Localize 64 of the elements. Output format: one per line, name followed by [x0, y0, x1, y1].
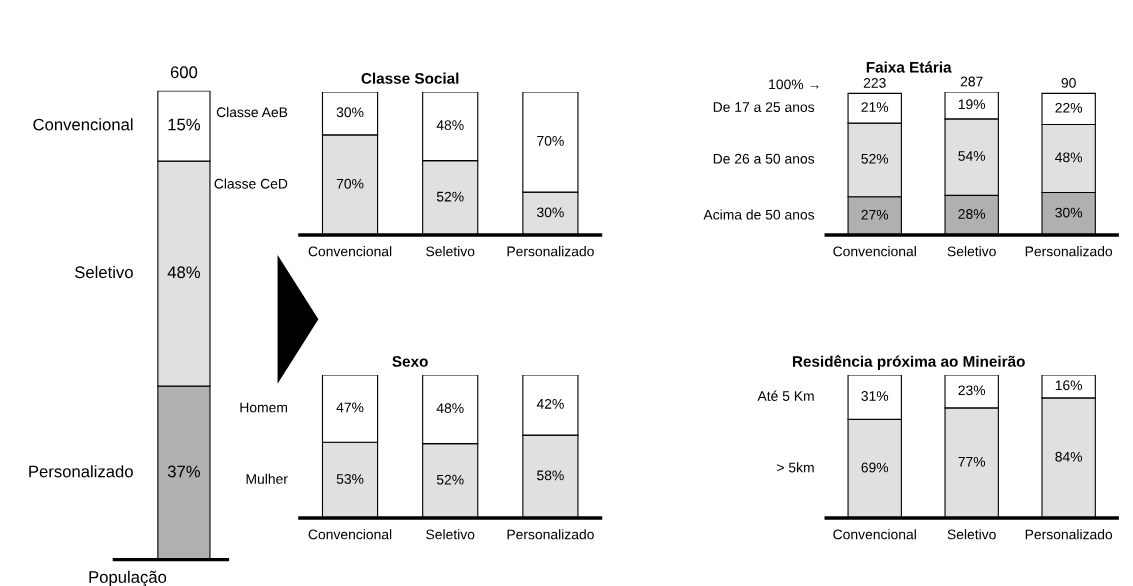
data-label: 58%: [537, 470, 564, 481]
data-label: 69%: [861, 462, 889, 473]
x-axis-title: População: [89, 570, 167, 586]
text: Acima de 50 anos: [703, 209, 815, 220]
text: Mulher: [246, 473, 288, 484]
data-label: 27%: [861, 209, 889, 220]
text: 223: [863, 77, 886, 88]
series-label: Convencional: [33, 118, 133, 131]
x-tick-label: Convencional: [308, 529, 392, 540]
data-label: 21%: [861, 102, 889, 112]
data-label: 48%: [436, 120, 464, 131]
text: Classe AeB: [216, 106, 288, 118]
text: De 17 a 25 anos: [713, 102, 815, 113]
x-tick-label: Convencional: [833, 529, 916, 540]
data-label: 53%: [336, 474, 364, 484]
text: Até 5 Km: [757, 390, 814, 401]
text: 90: [1061, 77, 1076, 88]
x-tick-label: Personalizado: [1025, 246, 1113, 257]
x-tick-label: Personalizado: [1025, 529, 1113, 540]
text: Homem: [240, 402, 288, 413]
x-tick-label: Seletivo: [426, 529, 475, 540]
data-label: 30%: [1055, 207, 1083, 218]
chart-title: Sexo: [392, 356, 428, 367]
data-label: 54%: [958, 151, 986, 161]
data-label: 15%: [168, 118, 201, 131]
data-label: 47%: [336, 402, 364, 413]
data-label: 84%: [1055, 451, 1083, 462]
data-label: 52%: [861, 153, 889, 164]
text: Classe CeD: [214, 178, 288, 189]
text: > 5km: [777, 462, 814, 473]
text: 287: [960, 76, 983, 87]
data-label: 48%: [436, 403, 464, 414]
x-tick-label: Personalizado: [507, 246, 594, 257]
data-label: 77%: [958, 456, 986, 467]
chart-title: Residência próxima ao Mineirão: [792, 355, 1025, 370]
data-label: 16%: [1055, 380, 1083, 391]
data-label: 48%: [167, 266, 201, 279]
data-label: 52%: [436, 474, 464, 485]
data-label: 30%: [336, 107, 364, 118]
data-label: 48%: [1055, 152, 1083, 163]
text: De 26 a 50 anos: [713, 153, 815, 164]
data-label: 28%: [958, 209, 986, 219]
text: 600: [170, 66, 198, 79]
chart-title: Faixa Etária: [866, 61, 952, 73]
data-label: 23%: [958, 385, 986, 396]
data-label: 42%: [536, 398, 564, 409]
x-tick-label: Convencional: [308, 246, 392, 257]
x-tick-label: Seletivo: [426, 246, 475, 257]
x-tick-label: Seletivo: [947, 529, 996, 540]
data-label: 19%: [958, 99, 986, 110]
data-label: 22%: [1055, 102, 1083, 113]
chart-title: Classe Social: [361, 72, 459, 84]
data-label: 52%: [436, 191, 464, 202]
series-label: Seletivo: [75, 265, 133, 279]
data-label: 70%: [537, 135, 564, 146]
data-label: 70%: [336, 178, 364, 189]
x-tick-label: Convencional: [833, 246, 916, 257]
x-tick-label: Seletivo: [947, 246, 996, 257]
text: 100% →: [769, 79, 819, 90]
series-label: Personalizado: [29, 465, 133, 478]
data-label: 31%: [861, 391, 889, 401]
data-label: 30%: [537, 207, 564, 218]
x-tick-label: Personalizado: [507, 529, 594, 540]
data-label: 37%: [167, 465, 201, 478]
